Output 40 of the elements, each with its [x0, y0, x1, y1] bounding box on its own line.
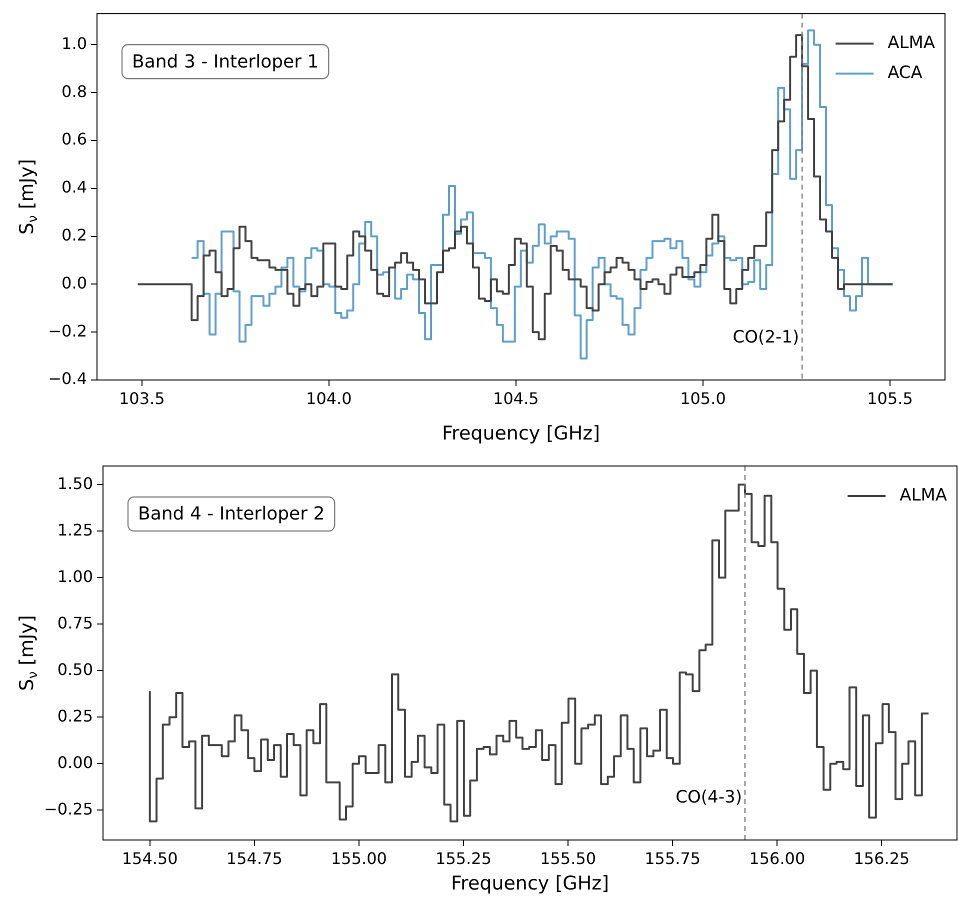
- x-tick-label: 103.5: [118, 388, 165, 408]
- y-tick-label: 1.0: [62, 34, 87, 53]
- y-tick-label: 0.00: [57, 752, 93, 772]
- y-tick-label: −0.4: [48, 369, 87, 388]
- x-tick-label: 155.25: [436, 848, 492, 868]
- x-tick-label: 154.50: [122, 848, 178, 868]
- y-tick-label: 0.0: [62, 273, 87, 292]
- y-tick-label: 1.50: [57, 474, 93, 493]
- y-tick-label: −0.2: [48, 321, 87, 340]
- y-axis-title: Sν [mJy]: [16, 615, 42, 691]
- y-tick-label: 0.2: [62, 225, 87, 244]
- y-axis-title: Sν [mJy]: [16, 158, 42, 235]
- x-tick-label: 156.00: [749, 848, 806, 868]
- y-tick-label: 0.25: [57, 706, 93, 726]
- annotation: Band 4 - Interloper 2: [138, 504, 325, 525]
- x-tick-label: 154.75: [226, 848, 282, 868]
- x-tick-label: 105.5: [867, 388, 913, 408]
- x-tick-label: 105.0: [680, 388, 726, 408]
- y-tick-label: 1.25: [57, 520, 93, 540]
- ref-line-label: CO(2-1): [732, 327, 800, 348]
- legend-label: ALMA: [900, 485, 948, 506]
- x-tick-label: 104.5: [493, 388, 539, 408]
- y-tick-label: 1.00: [57, 566, 93, 586]
- x-axis-title: Frequency [GHz]: [442, 422, 600, 445]
- annotation: Band 3 - Interloper 1: [132, 51, 319, 72]
- legend-label: ALMA: [888, 33, 936, 54]
- x-tick-label: 155.50: [540, 848, 596, 868]
- y-tick-label: −0.25: [44, 799, 93, 818]
- y-tick-label: 0.4: [62, 178, 87, 197]
- x-axis-title: Frequency [GHz]: [450, 872, 610, 895]
- legend-label: ACA: [888, 63, 923, 84]
- x-tick-label: 155.00: [330, 848, 387, 868]
- y-tick-label: 0.50: [57, 660, 93, 679]
- x-tick-label: 155.75: [644, 848, 701, 868]
- x-tick-label: 104.0: [306, 388, 352, 408]
- y-tick-label: 0.75: [57, 613, 93, 632]
- y-tick-label: 0.6: [62, 130, 87, 149]
- ref-line-label: CO(4-3): [676, 787, 742, 808]
- y-tick-label: 0.8: [62, 82, 87, 101]
- x-tick-label: 156.25: [854, 848, 910, 868]
